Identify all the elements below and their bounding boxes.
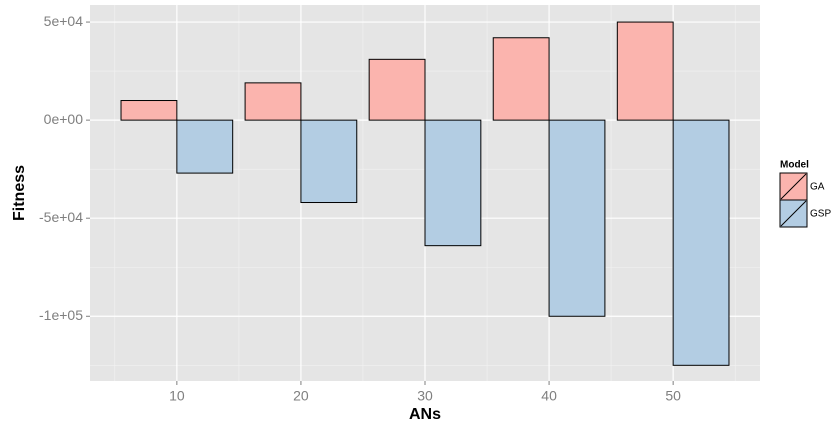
- bar: [244, 82, 302, 121]
- x-axis-title: ANs: [409, 406, 441, 423]
- x-tick-label: 30: [417, 388, 433, 404]
- bar: [300, 119, 358, 204]
- y-tick-label: 0e+00: [44, 111, 84, 127]
- x-tick-label: 20: [293, 388, 309, 404]
- y-tick-label: -5e+04: [39, 209, 83, 225]
- bar: [424, 119, 482, 247]
- legend-key-slash: [780, 173, 807, 200]
- x-tick-label: 40: [541, 388, 557, 404]
- legend-key-slash: [780, 200, 807, 227]
- bar: [120, 100, 178, 121]
- bar: [616, 21, 674, 121]
- bar: [548, 119, 606, 317]
- y-tick-label: -1e+05: [39, 307, 83, 323]
- y-axis-title: Fitness: [11, 165, 28, 221]
- bar: [672, 119, 730, 366]
- bar: [492, 37, 550, 121]
- bar: [176, 119, 234, 174]
- legend-label: GSP: [810, 209, 831, 220]
- y-tick-label: 5e+04: [44, 13, 84, 29]
- x-tick-label: 50: [665, 388, 681, 404]
- legend-label: GA: [810, 182, 825, 193]
- legend-title: Model: [780, 160, 809, 171]
- x-tick-label: 10: [169, 388, 185, 404]
- bar: [368, 58, 426, 121]
